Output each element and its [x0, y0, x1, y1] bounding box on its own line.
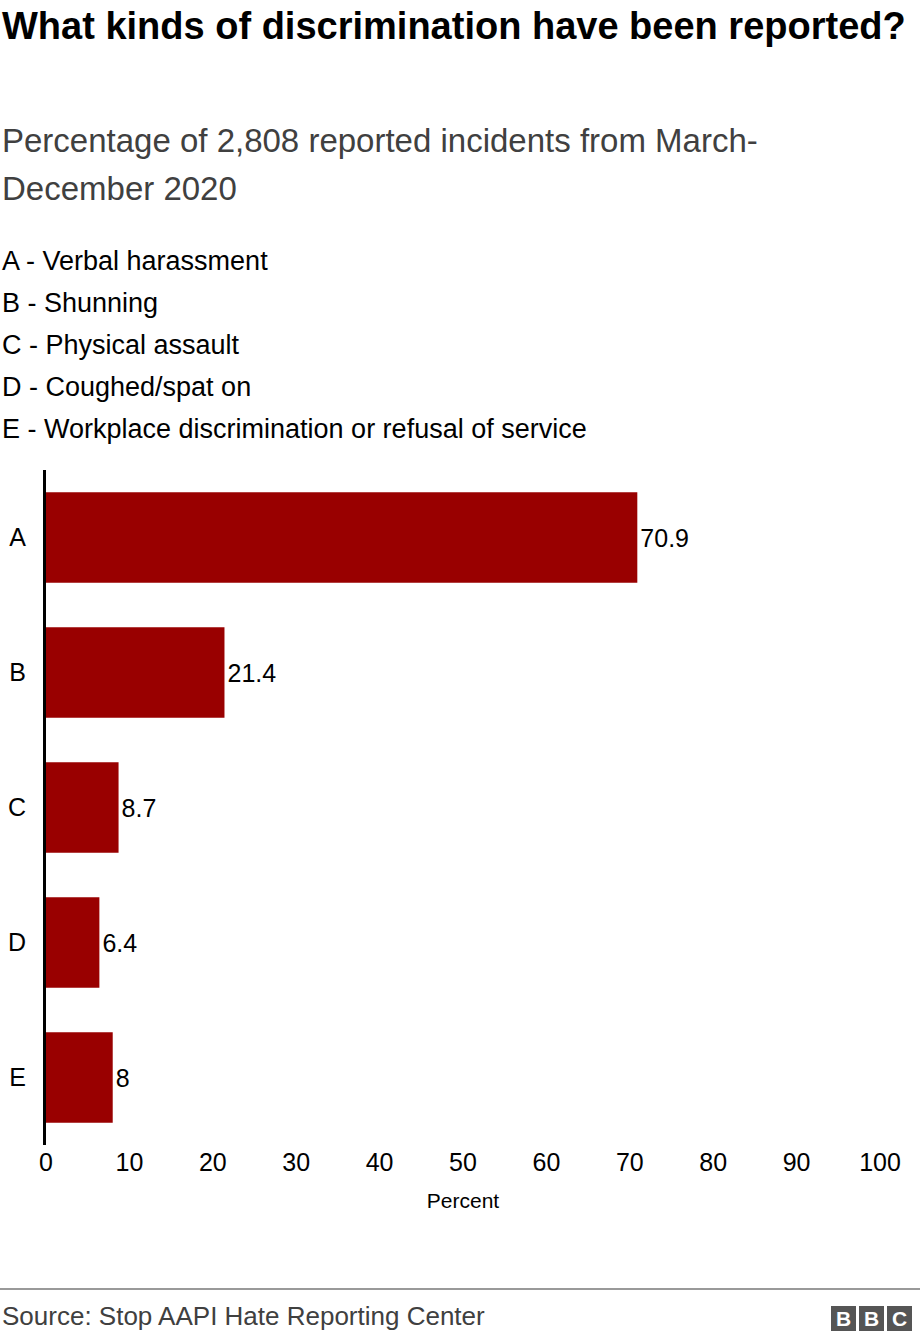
html-text:D - Coughed/spat on: D - Coughed/spat on — [2, 372, 252, 402]
html-text:C: C — [891, 1307, 908, 1330]
svg-text:70: 70 — [616, 1148, 644, 1176]
svg-text:8: 8 — [116, 1064, 130, 1092]
svg-text:90: 90 — [783, 1148, 811, 1176]
svg-text:100: 100 — [859, 1148, 901, 1176]
svg-text:D: D — [8, 928, 26, 956]
html-text:B: B — [863, 1307, 880, 1330]
svg-text:50: 50 — [449, 1148, 477, 1176]
html-text:Source: Stop AAPI Hate Reporti: Source: Stop AAPI Hate Reporting Center — [2, 1301, 485, 1331]
svg-text:E: E — [9, 1063, 26, 1091]
svg-text:21.4: 21.4 — [227, 659, 276, 687]
svg-text:6.4: 6.4 — [102, 929, 137, 957]
svg-text:8.7: 8.7 — [122, 794, 157, 822]
svg-text:60: 60 — [532, 1148, 560, 1176]
svg-text:80: 80 — [699, 1148, 727, 1176]
svg-text:70.9: 70.9 — [640, 524, 689, 552]
html-text:C - Physical assault: C - Physical assault — [2, 330, 240, 360]
html-text:A - Verbal harassment: A - Verbal harassment — [2, 246, 268, 276]
svg-text:A: A — [9, 523, 26, 551]
html-text:B - Shunning: B - Shunning — [2, 288, 159, 318]
svg-text:C: C — [8, 793, 26, 821]
html-text:What kinds of discrimination h: What kinds of discrimination have been r… — [2, 5, 906, 47]
html-text:B: B — [835, 1307, 852, 1330]
html-text:E - Workplace discrimination o: E - Workplace discrimination or refusal … — [2, 414, 587, 444]
svg-text:Percent: Percent — [427, 1189, 500, 1212]
svg-text:B: B — [9, 658, 26, 686]
svg-text:40: 40 — [366, 1148, 394, 1176]
html-text:Percentage of 2,808 reported i: Percentage of 2,808 reported incidents f… — [2, 122, 758, 207]
svg-text:20: 20 — [199, 1148, 227, 1176]
svg-text:10: 10 — [115, 1148, 143, 1176]
svg-text:30: 30 — [282, 1148, 310, 1176]
svg-text:0: 0 — [39, 1148, 53, 1176]
